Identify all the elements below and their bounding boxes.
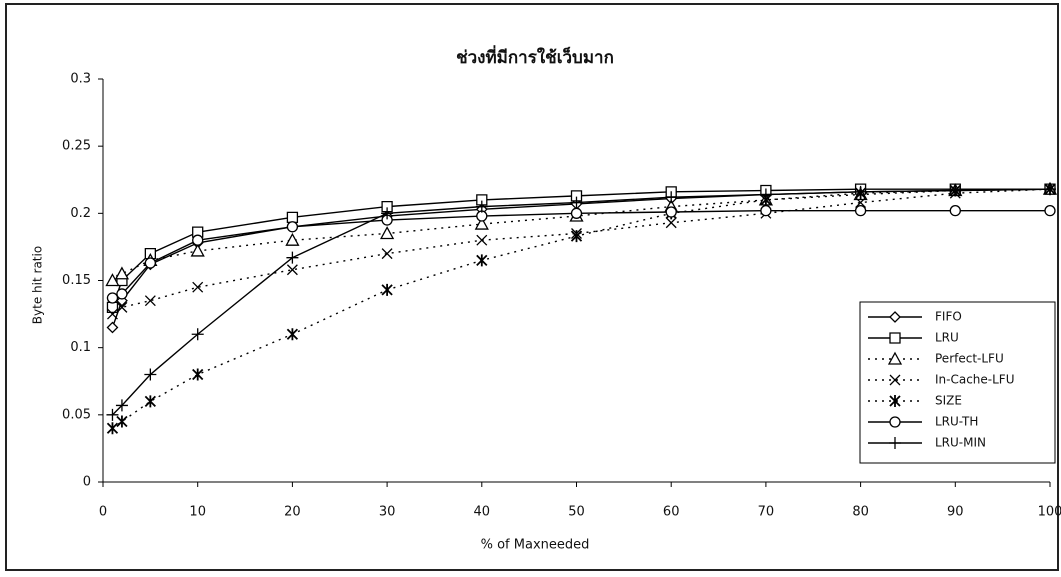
point-marker — [144, 395, 156, 408]
point-marker — [192, 281, 204, 293]
point-marker — [665, 217, 677, 229]
point-marker — [114, 266, 130, 280]
point-marker — [381, 283, 393, 296]
series-line — [112, 188, 1051, 315]
point-marker — [665, 206, 677, 218]
legend-marker — [889, 416, 901, 428]
legend-label: In-Cache-LFU — [935, 373, 1015, 387]
point-marker — [286, 221, 299, 233]
legend-marker — [889, 437, 901, 449]
x-tick-label: 60 — [663, 505, 680, 520]
point-marker — [381, 200, 393, 213]
point-marker — [144, 295, 156, 307]
point-marker — [474, 216, 489, 230]
legend-label: Perfect-LFU — [935, 352, 1004, 366]
point-marker — [286, 264, 298, 276]
point-marker — [570, 230, 583, 243]
point-marker — [570, 190, 583, 202]
point-marker — [115, 399, 128, 412]
point-marker — [380, 226, 395, 240]
y-tick-label: 0.25 — [62, 139, 91, 154]
legend-marker — [889, 311, 901, 323]
point-marker — [190, 243, 205, 257]
y-tick-label: 0.05 — [62, 407, 91, 422]
legend-label: SIZE — [935, 394, 962, 408]
chart-title: ช่วงที่มีการใช้เว็บมาก — [456, 45, 614, 68]
point-marker — [116, 415, 128, 428]
point-marker — [192, 368, 204, 381]
point-marker — [665, 191, 678, 204]
point-marker — [949, 184, 962, 197]
point-marker — [286, 211, 299, 224]
point-marker — [106, 321, 119, 334]
point-marker — [286, 328, 299, 341]
x-tick-label: 20 — [284, 505, 301, 520]
point-marker — [106, 422, 119, 435]
x-tick-label: 30 — [379, 505, 396, 520]
point-marker — [192, 226, 204, 238]
point-marker — [381, 248, 393, 260]
legend-marker — [887, 351, 903, 365]
point-marker — [105, 273, 120, 287]
point-marker — [144, 257, 157, 269]
chart-frame — [5, 3, 1059, 571]
point-marker — [1044, 183, 1056, 196]
point-marker — [854, 185, 867, 198]
point-marker — [949, 204, 961, 217]
point-marker — [144, 368, 157, 381]
point-marker — [1044, 204, 1056, 217]
y-tick-label: 0.15 — [62, 273, 91, 288]
legend-label: LRU-TH — [935, 415, 978, 429]
x-tick-label: 70 — [758, 505, 775, 520]
y-tick-label: 0.2 — [70, 206, 91, 221]
legend-label: LRU — [935, 331, 959, 345]
legend-marker — [889, 374, 901, 386]
point-marker — [476, 194, 488, 206]
point-marker — [106, 408, 119, 421]
y-tick-label: 0.3 — [70, 72, 91, 87]
x-tick-label: 10 — [189, 505, 206, 520]
legend-label: FIFO — [935, 310, 962, 324]
y-axis-label: Byte hit ratio — [31, 246, 45, 324]
y-tick-label: 0 — [83, 475, 91, 490]
point-marker — [475, 200, 488, 213]
point-marker — [191, 328, 204, 341]
x-tick-label: 50 — [568, 505, 585, 520]
point-marker — [381, 207, 394, 220]
point-marker — [106, 292, 119, 304]
point-marker — [192, 234, 204, 246]
point-marker — [854, 204, 867, 217]
point-marker — [476, 254, 488, 267]
x-tick-label: 40 — [474, 505, 491, 520]
point-marker — [570, 196, 583, 209]
point-marker — [855, 197, 867, 209]
point-marker — [286, 251, 299, 264]
point-marker — [476, 234, 488, 246]
x-axis-label: % of Maxneeded — [481, 538, 590, 553]
point-marker — [759, 188, 772, 201]
point-marker — [116, 288, 128, 300]
legend-marker — [889, 332, 901, 344]
y-tick-label: 0.1 — [70, 340, 91, 355]
legend-label: LRU-MIN — [935, 436, 986, 450]
point-marker — [760, 204, 772, 217]
point-marker — [116, 301, 128, 313]
x-tick-label: 90 — [947, 505, 964, 520]
point-marker — [107, 308, 118, 320]
x-tick-label: 0 — [99, 505, 107, 520]
x-tick-label: 100 — [1038, 505, 1061, 520]
point-marker — [285, 232, 300, 246]
x-tick-label: 80 — [852, 505, 869, 520]
legend-marker — [889, 395, 901, 407]
point-marker — [570, 207, 583, 219]
